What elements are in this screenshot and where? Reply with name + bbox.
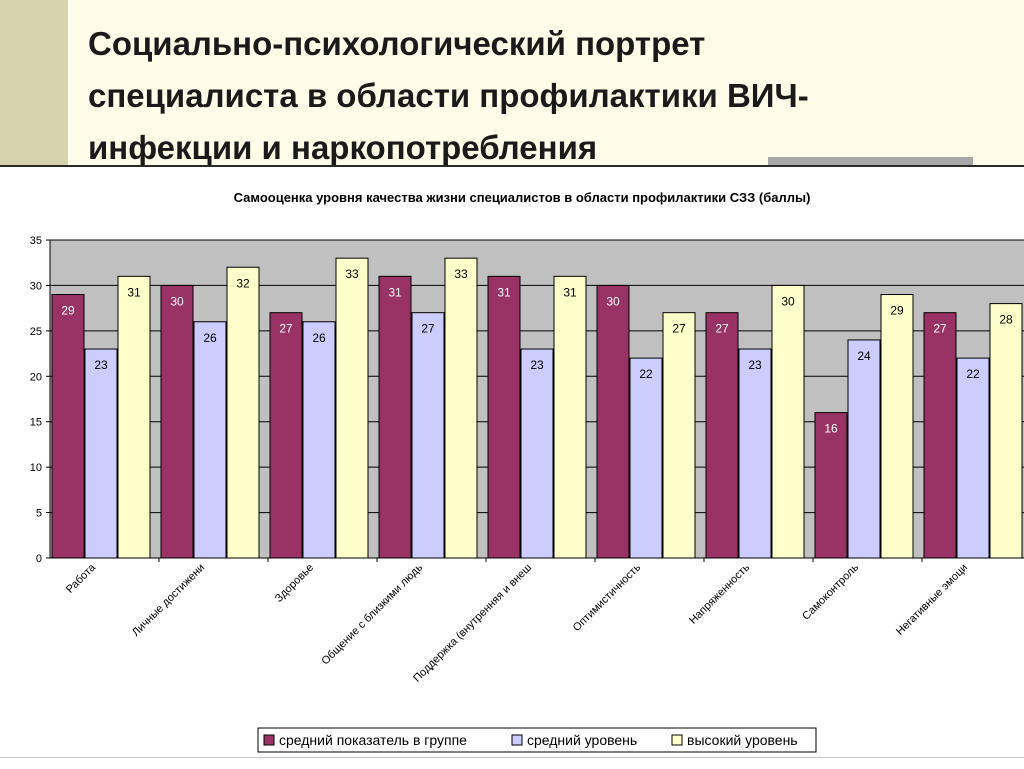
data-label: 27 xyxy=(715,322,729,336)
data-label: 28 xyxy=(999,313,1013,327)
x-tick-label: Самоконтроль xyxy=(800,561,861,622)
y-tick-label: 25 xyxy=(30,326,42,338)
bar xyxy=(629,357,663,559)
bar xyxy=(738,348,772,559)
data-label: 31 xyxy=(127,285,141,299)
data-label: 22 xyxy=(639,367,653,381)
bar xyxy=(302,321,336,559)
x-tick-label: Напряженность xyxy=(687,561,752,626)
data-label: 27 xyxy=(421,322,435,336)
bar xyxy=(989,303,1023,559)
y-tick-label: 35 xyxy=(30,235,42,247)
bar xyxy=(923,312,957,559)
legend-label: средний показатель в группе xyxy=(279,732,467,748)
data-label: 23 xyxy=(94,358,108,372)
x-tick-label: Личные достижени xyxy=(130,562,207,639)
data-label: 33 xyxy=(454,267,468,281)
bar xyxy=(335,257,369,559)
bar xyxy=(771,284,805,559)
chart-legend: средний показатель в группе средний урове… xyxy=(257,727,817,753)
data-label: 30 xyxy=(781,294,795,308)
chart-title: Самооценка уровня качества жизни специал… xyxy=(234,190,811,205)
y-tick-label: 30 xyxy=(30,280,42,292)
data-label: 27 xyxy=(279,322,293,336)
sheet-bottom-edge xyxy=(0,757,1024,769)
bar xyxy=(269,312,303,559)
data-label: 27 xyxy=(933,322,947,336)
y-tick-label: 10 xyxy=(30,462,42,474)
decorative-gray-bar xyxy=(768,157,973,166)
y-tick-label: 15 xyxy=(30,417,42,429)
bar xyxy=(378,275,412,559)
legend-label: высокий уровень xyxy=(687,732,798,748)
y-tick-label: 5 xyxy=(36,508,42,520)
title-line-3: инфекции и наркопотребления xyxy=(88,129,598,166)
data-label: 33 xyxy=(345,267,359,281)
bar xyxy=(662,312,696,559)
bar xyxy=(84,348,118,559)
title-line-1: Социально-психологический портрет xyxy=(88,25,706,62)
bar xyxy=(487,275,521,559)
slide-title: Социально-психологический портрет специа… xyxy=(88,18,988,174)
bar xyxy=(880,294,914,559)
title-line-2: специалиста в области профилактики ВИЧ- xyxy=(88,77,809,114)
legend-swatch xyxy=(511,734,523,746)
data-label: 22 xyxy=(966,367,980,381)
legend-box xyxy=(257,727,817,753)
bar xyxy=(847,339,881,559)
data-label: 23 xyxy=(530,358,544,372)
x-tick-label: Работа xyxy=(64,561,99,596)
x-tick-label: Поддержка (внутренняя и внеш xyxy=(411,562,534,685)
data-label: 23 xyxy=(748,358,762,372)
data-label: 16 xyxy=(824,422,838,436)
x-tick-label: Здоровье xyxy=(273,562,316,605)
bar-chart: Самооценка уровня качества жизни специал… xyxy=(30,190,1024,753)
bar xyxy=(226,266,260,559)
bar xyxy=(596,284,630,559)
data-label: 24 xyxy=(857,349,871,363)
bar xyxy=(705,312,739,559)
bar xyxy=(520,348,554,559)
title-divider xyxy=(0,165,1024,167)
legend-swatch xyxy=(671,734,683,746)
data-label: 31 xyxy=(497,285,511,299)
x-tick-label: Негативные эмоци xyxy=(894,562,970,638)
y-tick-label: 0 xyxy=(36,553,42,565)
bar xyxy=(956,357,990,559)
x-tick-label: Оптимистичность xyxy=(571,561,644,634)
bar xyxy=(411,312,445,559)
bar xyxy=(160,284,194,559)
bar xyxy=(51,294,85,559)
data-label: 29 xyxy=(61,304,75,318)
data-label: 27 xyxy=(672,322,686,336)
left-accent-block xyxy=(0,0,68,165)
data-label: 29 xyxy=(890,304,904,318)
data-label: 32 xyxy=(236,276,250,290)
data-label: 30 xyxy=(606,294,620,308)
legend-swatch xyxy=(263,734,275,746)
y-tick-label: 20 xyxy=(30,371,42,383)
bar xyxy=(117,275,151,559)
data-label: 30 xyxy=(170,294,184,308)
bar xyxy=(444,257,478,559)
bar xyxy=(814,412,848,559)
data-label: 31 xyxy=(388,285,402,299)
bar xyxy=(193,321,227,559)
bar xyxy=(553,275,587,559)
legend-label: средний уровень xyxy=(527,732,637,748)
data-label: 26 xyxy=(203,331,217,345)
data-label: 31 xyxy=(563,285,577,299)
x-tick-label: Общение с близкими людь xyxy=(319,561,425,667)
chart-area: Самооценка уровня качества жизни специал… xyxy=(8,167,1024,757)
data-label: 26 xyxy=(312,331,326,345)
plot-area: 0 5 10 15 20 25 30 35 29 23 31 Работа 30 26 32 Личные д… xyxy=(30,235,1024,685)
